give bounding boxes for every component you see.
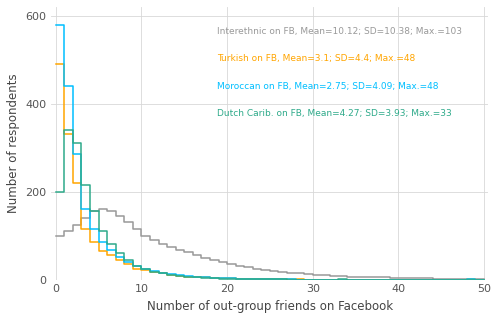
Text: Moroccan on FB, Mean=2.75; SD=4.09; Max.=48: Moroccan on FB, Mean=2.75; SD=4.09; Max.… bbox=[218, 82, 439, 91]
Text: Dutch Carib. on FB, Mean=4.27; SD=3.93; Max.=33: Dutch Carib. on FB, Mean=4.27; SD=3.93; … bbox=[218, 109, 452, 118]
Text: Interethnic on FB, Mean=10.12; SD=10.38; Max.=103: Interethnic on FB, Mean=10.12; SD=10.38;… bbox=[218, 27, 462, 36]
Text: Turkish on FB, Mean=3.1; SD=4.4; Max.=48: Turkish on FB, Mean=3.1; SD=4.4; Max.=48 bbox=[218, 54, 416, 63]
X-axis label: Number of out-group friends on Facebook: Number of out-group friends on Facebook bbox=[147, 300, 393, 313]
Y-axis label: Number of respondents: Number of respondents bbox=[7, 74, 20, 213]
